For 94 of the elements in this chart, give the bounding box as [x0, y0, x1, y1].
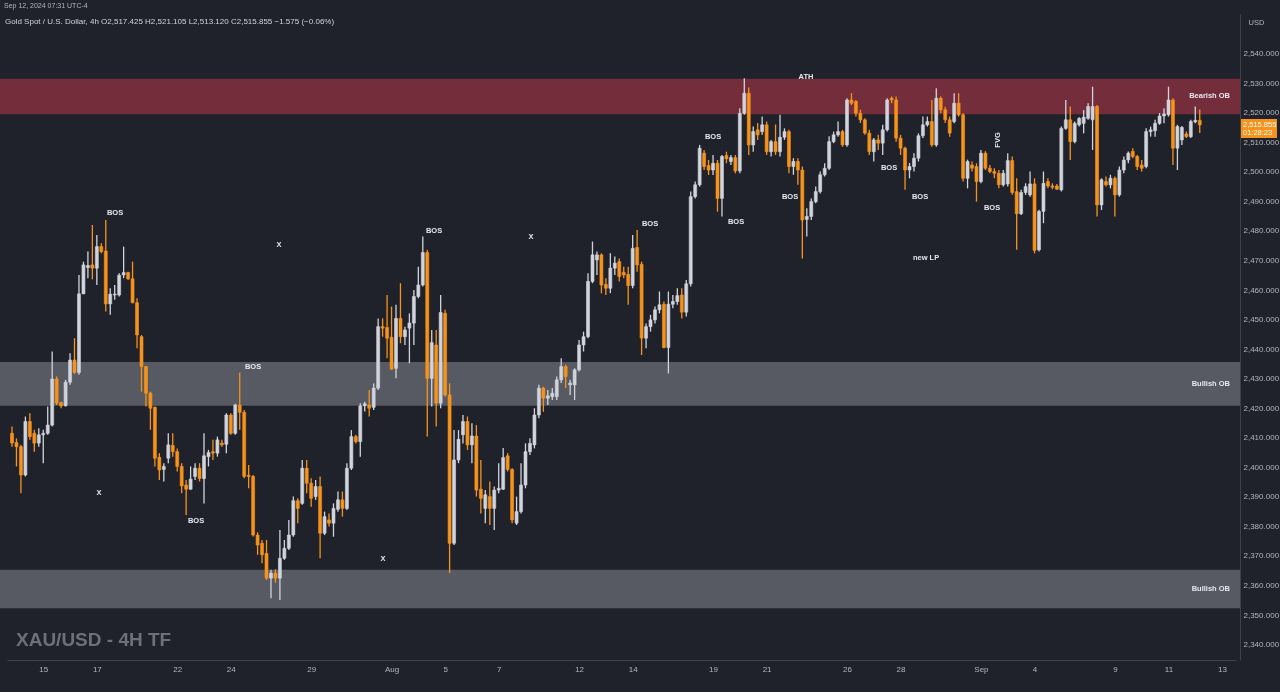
x-tick-label: 21	[762, 664, 773, 674]
candlestick	[733, 154, 738, 174]
y-tick-label: 2,500.000	[1243, 167, 1280, 177]
candlestick	[1090, 86, 1095, 151]
y-tick-label: 2,340.000	[1243, 640, 1280, 650]
y-tick-label: 2,450.000	[1243, 315, 1280, 325]
candlestick	[965, 159, 970, 189]
candlestick	[541, 386, 546, 413]
x-tick-label: 12	[575, 664, 585, 674]
y-tick-label: 2,390.000	[1243, 492, 1280, 502]
candlestick	[1197, 108, 1202, 134]
candlestick	[563, 364, 568, 389]
y-tick-label: 2,420.000	[1243, 403, 1280, 413]
y-tick-label: 2,380.000	[1243, 521, 1280, 531]
x-tick-label: Aug	[384, 664, 400, 674]
candlestick	[72, 337, 77, 375]
x-tick-label: 4	[1032, 664, 1038, 674]
candlestick	[1113, 175, 1117, 218]
x-tick-label: 15	[39, 664, 49, 674]
x-tick-label: 19	[709, 664, 719, 674]
y-tick-label: 2,530.000	[1243, 78, 1280, 88]
y-tick-label: 2,360.000	[1243, 581, 1280, 591]
y-tick-label: 2,520.000	[1243, 108, 1280, 118]
y-tick-label: 2,470.000	[1243, 255, 1280, 265]
candlestick	[1175, 124, 1180, 171]
candlestick	[322, 511, 327, 536]
candlestick	[983, 150, 988, 171]
chart-subtitle: Gold Spot / U.S. Dollar, 4h O2,517.425 H2,521.105 L2,513.120 C2,515.855 −1.575 (−0.06%)	[5, 17, 335, 26]
x-tick-label: 17	[92, 664, 103, 674]
x-tick-label: 24	[226, 664, 237, 674]
candlestick	[108, 287, 113, 316]
candlestick	[930, 99, 934, 148]
candlestick	[492, 485, 497, 531]
candlestick	[28, 412, 32, 441]
x-tick-label: 14	[628, 664, 639, 674]
y-tick-label: 2,540.000	[1243, 49, 1280, 59]
candlestick	[228, 412, 233, 436]
candlestick	[166, 432, 171, 464]
y-tick-label: 2,370.000	[1243, 551, 1280, 561]
text: XAU/USD - 4H TF	[16, 629, 172, 650]
candlestick	[487, 480, 492, 526]
candlestick	[95, 234, 99, 286]
candlestick	[1068, 105, 1073, 161]
x-tick-label: 7	[496, 664, 502, 674]
candlestick	[295, 497, 300, 524]
candlestick	[197, 462, 202, 483]
candlestick	[1104, 175, 1108, 188]
candlestick	[1189, 119, 1193, 139]
x-tick-label: 5	[443, 664, 449, 674]
candlestick	[269, 569, 273, 599]
candlestick	[313, 479, 318, 501]
y-tick-label: 2,510.000	[1243, 137, 1280, 147]
candlestick	[751, 125, 756, 153]
candlestick	[465, 415, 470, 451]
candlestick	[367, 389, 372, 418]
x-tick-label: 26	[843, 664, 853, 674]
candlestick	[398, 282, 403, 344]
x-tick-label: Sep	[974, 664, 990, 674]
x-tick-label: 11	[1164, 664, 1174, 674]
candlestick	[1005, 152, 1010, 188]
candlestick	[617, 257, 622, 283]
candlestick	[215, 435, 220, 458]
candlestick	[211, 439, 215, 461]
y-tick-label: 2,410.000	[1243, 433, 1280, 443]
candlestick	[974, 162, 979, 203]
candlestick	[608, 252, 613, 294]
candlestick	[760, 115, 764, 136]
candlestick	[162, 462, 166, 483]
y-tick-label: 2,430.000	[1243, 374, 1280, 384]
x-tick-label: 28	[896, 664, 907, 674]
candlestick	[483, 489, 488, 524]
candlestick	[871, 137, 876, 163]
candlestick	[952, 92, 956, 124]
y-tick-label: 2,400.000	[1243, 462, 1280, 472]
candlestick	[773, 123, 778, 156]
x-tick-label: 29	[307, 664, 317, 674]
y-tick-label: 2,490.000	[1243, 196, 1280, 206]
candlestick	[327, 512, 331, 528]
candlestick	[711, 154, 715, 176]
y-tick-label: 2,350.000	[1243, 610, 1280, 620]
y-tick-label: 2,460.000	[1243, 285, 1280, 295]
candlestick	[36, 427, 41, 448]
x-tick-label: 22	[173, 664, 183, 674]
candlestick	[679, 287, 684, 320]
candlestick	[1072, 120, 1077, 144]
candlestick	[188, 465, 193, 491]
candlestick	[90, 224, 95, 281]
y-tick-label: 2,440.000	[1243, 344, 1280, 354]
candlestick	[470, 422, 474, 464]
x-tick-label: 9	[1113, 664, 1119, 674]
x-tick-label: 13	[1218, 664, 1228, 674]
y-tick-label: 2,480.000	[1243, 226, 1280, 236]
candlestick	[626, 266, 630, 306]
candlestick	[340, 490, 345, 518]
